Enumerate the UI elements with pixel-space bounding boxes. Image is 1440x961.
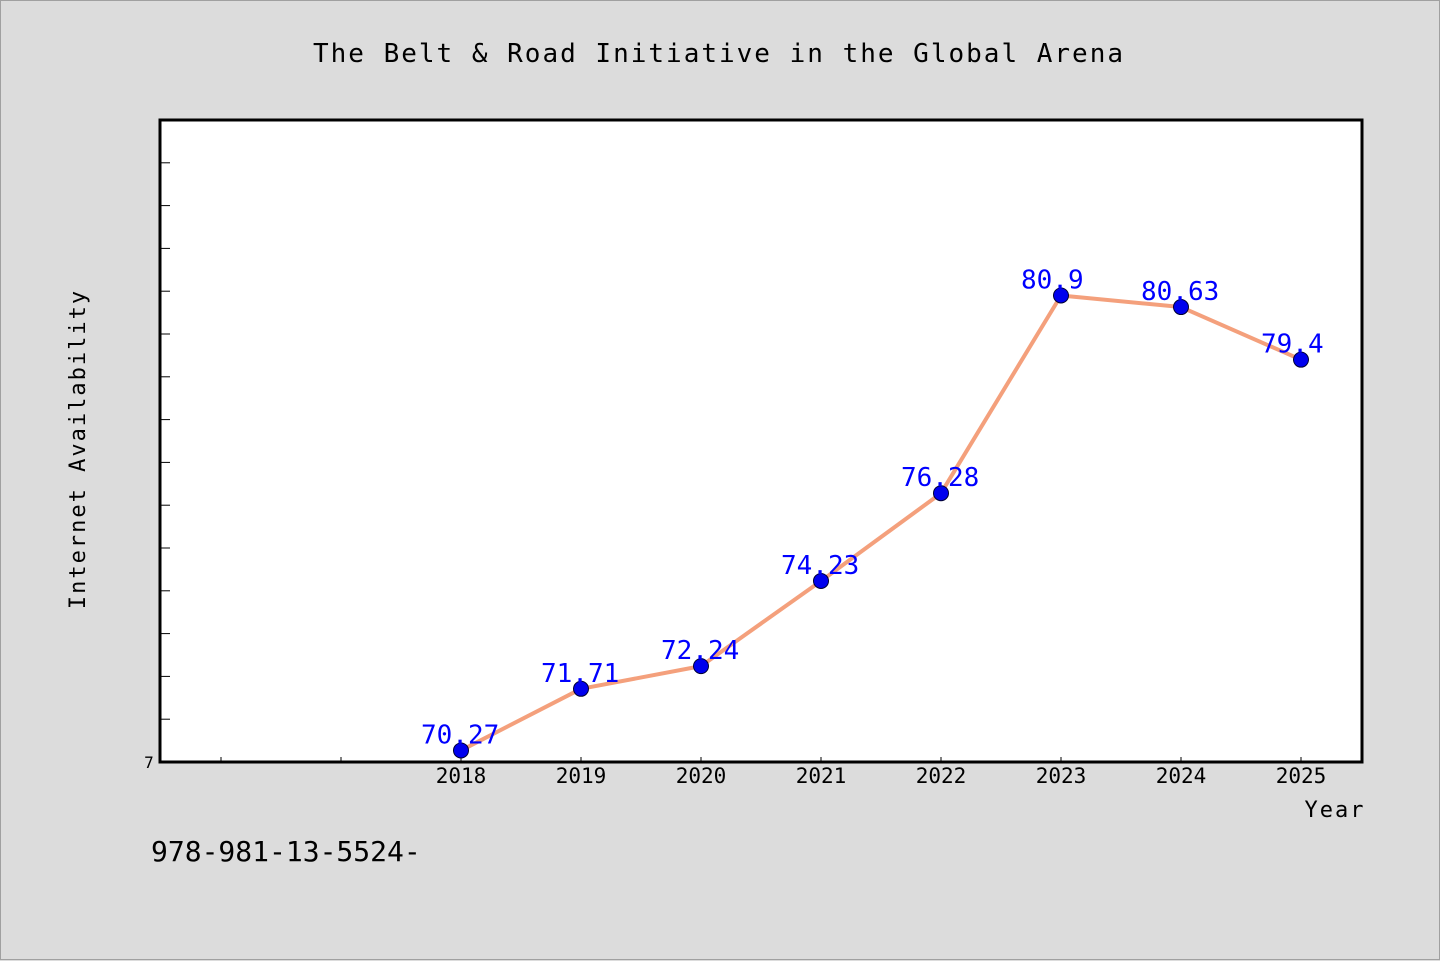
- x-axis-label: Year: [1305, 798, 1366, 823]
- x-tick-label: 2019: [556, 764, 607, 788]
- series-line: [460, 293, 1302, 753]
- x-tick-label: 2021: [796, 764, 847, 788]
- chart-title: The Belt & Road Initiative in the Global…: [313, 39, 1125, 69]
- y-axis-label: Internet Availability: [66, 289, 91, 609]
- data-label: 80.63: [1141, 277, 1219, 307]
- data-label: 80.9: [1021, 265, 1084, 295]
- data-labels: 70.27 71.71 72.24 74.23 76.28 80.9 80.63 79.4: [421, 265, 1324, 750]
- plot-area: [158, 118, 1364, 764]
- x-tick-label: 2025: [1276, 764, 1327, 788]
- data-point: [1053, 287, 1069, 304]
- x-tick-label: 2022: [916, 764, 967, 788]
- data-label: 76.28: [901, 463, 979, 493]
- data-label: 70.27: [421, 720, 499, 750]
- isbn-text: 978-981-13-5524-: [151, 835, 421, 868]
- data-label: 72.24: [661, 636, 739, 666]
- x-tick-label: 2020: [676, 764, 727, 788]
- series-markers: [453, 287, 1309, 759]
- x-tick-labels: 2018 2019 2020 2021 2022 2023 2024 2025: [436, 764, 1327, 788]
- data-point: [933, 485, 949, 502]
- y-tick-label: 7: [144, 753, 154, 772]
- data-point: [573, 680, 589, 697]
- data-label: 71.71: [541, 659, 619, 689]
- x-tick-label: 2024: [1156, 764, 1207, 788]
- data-point: [453, 742, 469, 759]
- data-point: [1293, 351, 1309, 368]
- x-tick-label: 2023: [1036, 764, 1087, 788]
- data-label: 79.4: [1261, 330, 1324, 360]
- x-tick-label: 2018: [436, 764, 487, 788]
- data-point: [1173, 299, 1189, 316]
- y-axis-ticks: [160, 162, 170, 720]
- x-axis-ticks: [220, 757, 1302, 762]
- data-point: [693, 658, 709, 675]
- data-label: 74.23: [781, 551, 859, 581]
- data-point: [813, 572, 829, 589]
